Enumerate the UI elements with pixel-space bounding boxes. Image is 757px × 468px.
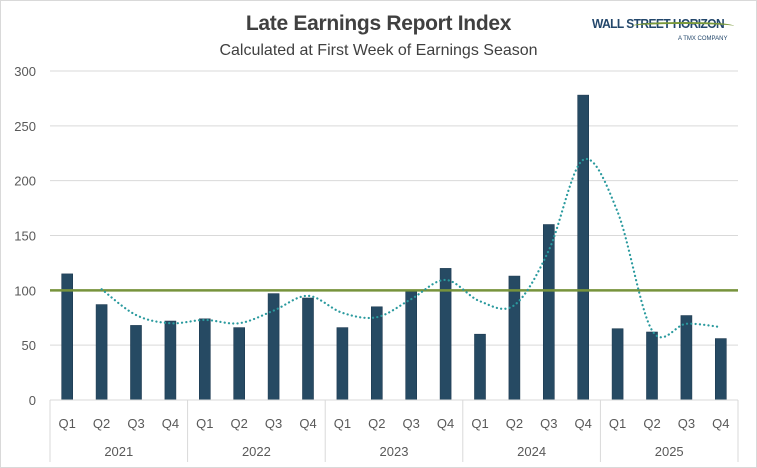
bar [439,268,452,401]
bar [714,338,727,401]
x-tick-label: Q4 [575,416,592,431]
bar [336,327,349,401]
bar [405,291,418,401]
bar [233,327,245,401]
x-tick-label: Q2 [643,416,660,431]
x-group-label: 2022 [242,444,271,459]
bar [164,320,177,401]
x-tick-label: Q4 [437,416,454,431]
x-tick-label: Q1 [471,416,488,431]
bar [577,94,590,401]
y-tick-label: 200 [14,174,36,189]
bar [61,273,74,401]
x-tick-label: Q1 [334,416,351,431]
logo-tagline: A TMX COMPANY [678,36,728,42]
bar [130,325,142,401]
x-tick-label: Q1 [59,416,76,431]
bar [611,328,624,401]
y-axis-ticks: 0 50 100 150 200 250 300 [14,64,36,408]
x-group-label: 2025 [655,444,684,459]
y-tick-label: 100 [14,283,36,298]
y-tick-label: 50 [22,338,36,353]
bar [95,304,108,401]
x-tick-label: Q4 [299,416,316,431]
x-tick-label: Q2 [368,416,385,431]
x-tick-label: Q3 [678,416,695,431]
chart-subtitle: Calculated at First Week of Earnings Sea… [219,42,538,59]
x-tick-label: Q1 [609,416,626,431]
bar [302,297,314,401]
y-tick-label: 150 [14,229,36,244]
x-group-label: 2024 [517,444,546,459]
x-group-label: 2023 [380,444,409,459]
x-tick-label: Q1 [196,416,213,431]
bar [542,224,555,401]
x-tick-label: Q2 [231,416,248,431]
x-group-label: 2021 [104,444,133,459]
x-tick-label: Q3 [127,416,144,431]
bar [199,318,211,401]
x-tick-label: Q3 [403,416,420,431]
bar [646,331,658,401]
x-tick-label: Q4 [712,416,729,431]
logo-swoosh-icon [632,22,734,30]
y-tick-label: 250 [14,119,36,134]
bar [508,275,521,401]
bar [370,306,383,401]
moving-average-line [100,157,722,339]
line-series [50,157,738,339]
bar [680,315,693,401]
gridlines [50,70,738,346]
x-tick-label: Q4 [162,416,179,431]
x-tick-label: Q3 [540,416,557,431]
x-tick-label: Q2 [506,416,523,431]
chart-title: Late Earnings Report Index [245,12,512,35]
y-tick-label: 300 [14,64,36,79]
y-tick-label: 0 [29,393,36,408]
bar-series [61,94,727,401]
x-tick-label: Q2 [93,416,110,431]
bar [474,333,486,401]
x-tick-label: Q3 [265,416,282,431]
wall-street-horizon-logo: WALL STREET HORIZON A TMX COMPANY [592,16,742,52]
x-axis: Q1 Q2 Q3 Q4 2021 Q1 Q2 Q3 Q4 2022 Q1 Q2 Q3 Q4 2023 Q1 Q2… [49,399,739,462]
